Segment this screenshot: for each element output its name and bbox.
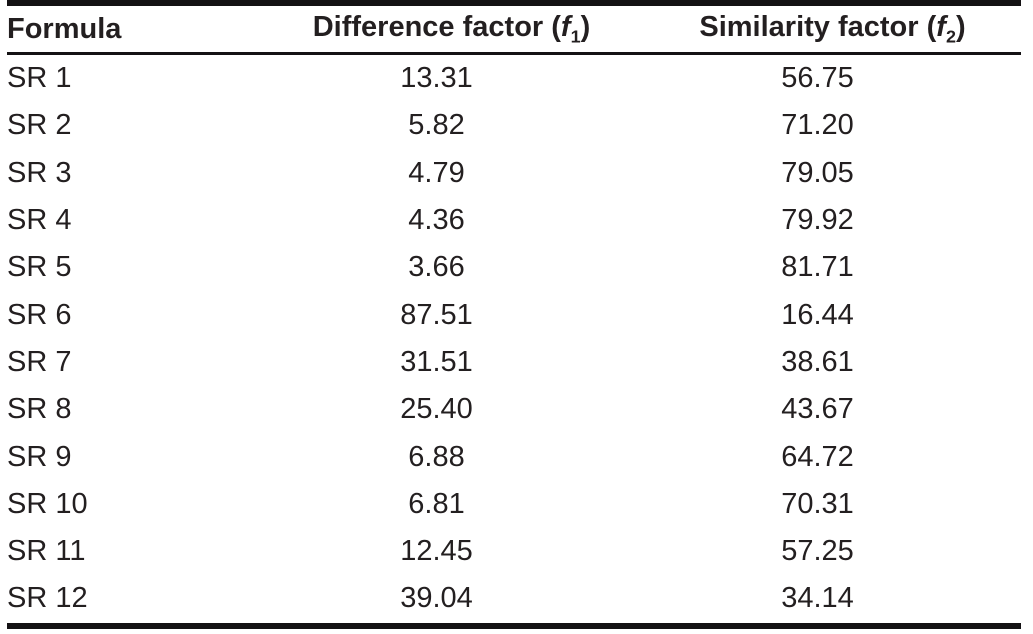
f1-value-cell: 4.36 — [408, 204, 465, 237]
table-row: SR 9 6.88 64.72 — [7, 433, 1021, 480]
f2-value-cell: 71.20 — [781, 109, 854, 142]
table-row: SR 6 87.51 16.44 — [7, 291, 1021, 338]
formula-cell: SR 11 — [7, 535, 86, 568]
f1-value-cell: 6.88 — [408, 440, 465, 473]
formula-cell: SR 6 — [7, 298, 72, 331]
f2-value-cell: 79.92 — [781, 204, 854, 237]
f2-value-cell: 70.31 — [781, 487, 854, 520]
dissolution-factors-table: Formula Difference factor (f1) Similarit… — [7, 0, 1021, 629]
similarity-factor-label-close-paren: ) — [955, 10, 966, 43]
table-row: SR 1 13.31 56.75 — [7, 54, 1021, 103]
table-body: SR 1 13.31 56.75 SR 2 5.82 71.20 SR 3 4.79 79.05… — [7, 54, 1021, 626]
formula-cell: SR 12 — [7, 582, 88, 615]
formula-cell: SR 1 — [7, 62, 72, 95]
formula-cell: SR 7 — [7, 345, 72, 378]
f2-value-cell: 34.14 — [781, 582, 854, 615]
f1-value-cell: 6.81 — [408, 487, 465, 520]
f2-value-cell: 38.61 — [781, 345, 854, 378]
f2-symbol: f — [936, 10, 946, 43]
f1-symbol: f — [560, 10, 571, 43]
f1-value-cell: 13.31 — [400, 62, 473, 95]
header-row: Formula Difference factor (f1) Similarit… — [7, 3, 1021, 55]
formula-cell: SR 5 — [7, 251, 72, 284]
table-row: SR 7 31.51 38.61 — [7, 339, 1021, 386]
similarity-factor-label-text: Similarity factor ( — [699, 10, 937, 43]
column-header-formula: Formula — [7, 3, 259, 55]
table-row: SR 12 39.04 34.14 — [7, 575, 1021, 625]
f1-value-cell: 39.04 — [400, 582, 473, 615]
table-row: SR 10 6.81 70.31 — [7, 481, 1021, 528]
f1-value-cell: 87.51 — [400, 298, 473, 331]
table-row: SR 2 5.82 71.20 — [7, 102, 1021, 149]
formula-cell: SR 9 — [7, 440, 72, 473]
formula-cell: SR 8 — [7, 393, 72, 426]
f2-subscript: 2 — [945, 26, 956, 47]
f1-value-cell: 31.51 — [400, 345, 473, 378]
f2-value-cell: 57.25 — [781, 535, 854, 568]
formula-cell: SR 4 — [7, 204, 72, 237]
formula-cell: SR 10 — [7, 487, 88, 520]
f2-value-cell: 43.67 — [781, 393, 854, 426]
difference-factor-label-close-paren: ) — [580, 10, 591, 43]
f2-value-cell: 81.71 — [781, 251, 854, 284]
table-row: SR 3 4.79 79.05 — [7, 150, 1021, 197]
f2-value-cell: 16.44 — [781, 298, 854, 331]
f1-subscript: 1 — [570, 26, 581, 47]
column-header-similarity-factor: Similarity factor (f2) — [644, 3, 1021, 55]
formula-cell: SR 2 — [7, 109, 72, 142]
table-row: SR 11 12.45 57.25 — [7, 528, 1021, 575]
table-row: SR 8 25.40 43.67 — [7, 386, 1021, 433]
table-row: SR 4 4.36 79.92 — [7, 197, 1021, 244]
f1-value-cell: 4.79 — [408, 156, 465, 189]
f1-value-cell: 12.45 — [400, 535, 473, 568]
table-row: SR 5 3.66 81.71 — [7, 244, 1021, 291]
f2-value-cell: 64.72 — [781, 440, 854, 473]
f1-value-cell: 5.82 — [408, 109, 465, 142]
formula-cell: SR 3 — [7, 156, 72, 189]
f1-value-cell: 25.40 — [400, 393, 473, 426]
f2-value-cell: 79.05 — [781, 156, 854, 189]
f2-value-cell: 56.75 — [781, 62, 854, 95]
difference-factor-label-text: Difference factor ( — [312, 10, 561, 43]
f1-value-cell: 3.66 — [408, 251, 465, 284]
column-header-difference-factor: Difference factor (f1) — [259, 3, 644, 55]
